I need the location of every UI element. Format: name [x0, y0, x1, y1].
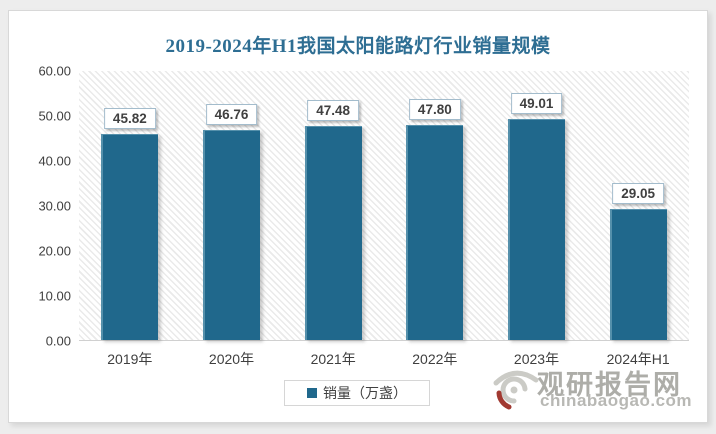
bar — [610, 209, 667, 340]
bar — [406, 125, 463, 340]
y-axis-tick-label: 50.00 — [38, 108, 71, 124]
x-axis-label: 2022年 — [412, 351, 458, 367]
y-axis-tick-label: 30.00 — [38, 198, 71, 214]
watermark-site-name: 观研报告网 — [537, 370, 682, 400]
x-axis-label: 2024年H1 — [606, 351, 670, 367]
x-axis-label: 2021年 — [310, 351, 356, 367]
x-axis-label: 2019年 — [107, 351, 153, 367]
bar — [101, 134, 158, 340]
watermark-site-url: chinabaogao.com — [540, 391, 693, 410]
x-axis-label: 2023年 — [513, 351, 560, 367]
bar — [508, 119, 565, 340]
legend: 销量（万盏） — [284, 380, 430, 406]
bar-value-label: 29.05 — [612, 183, 665, 204]
bar-value-label: 46.76 — [205, 104, 258, 125]
y-axis-tick-label: 20.00 — [38, 243, 71, 259]
plot-area — [79, 71, 689, 341]
bar-value-label: 47.80 — [408, 99, 461, 120]
bar-value-label: 49.01 — [510, 93, 563, 114]
bar — [305, 126, 362, 340]
bar — [203, 130, 260, 340]
legend-marker-icon — [307, 388, 317, 398]
x-axis-label: 2020年 — [208, 351, 255, 367]
chart-card: 2019-2024年H1我国太阳能路灯行业销量规模 观研报告网 chinabao… — [8, 10, 708, 423]
bar-value-label: 45.82 — [103, 108, 156, 129]
y-axis-tick-label: 60.00 — [38, 63, 71, 79]
legend-label: 销量（万盏） — [323, 385, 407, 401]
y-axis-tick-label: 10.00 — [38, 288, 71, 304]
y-axis-tick-label: 40.00 — [38, 153, 71, 169]
watermark: 观研报告网 chinabaogao.com — [493, 363, 703, 419]
y-axis-tick-label: 0.00 — [45, 333, 71, 349]
chart-title: 2019-2024年H1我国太阳能路灯行业销量规模 — [165, 36, 551, 57]
watermark-logo-icon — [493, 370, 539, 410]
bar-value-label: 47.48 — [307, 100, 360, 121]
